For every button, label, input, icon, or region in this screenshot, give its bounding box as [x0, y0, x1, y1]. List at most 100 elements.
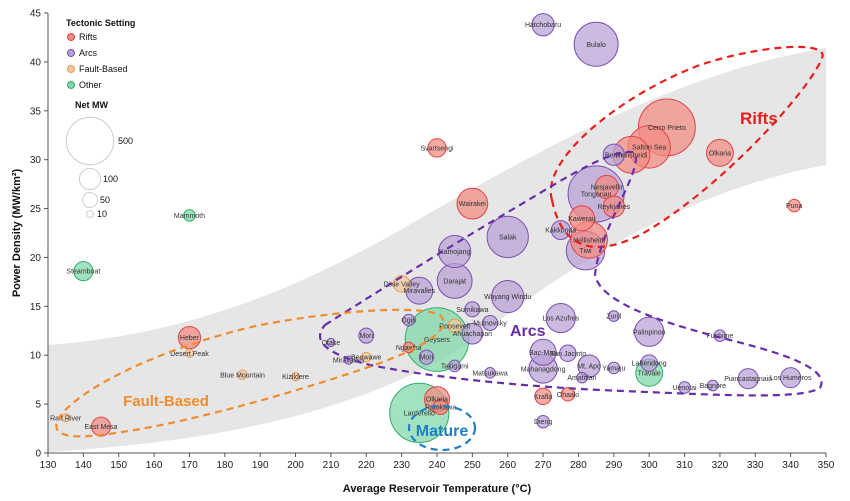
bubble-label: Takigami — [441, 363, 469, 370]
legend-size-label: 10 — [97, 209, 107, 219]
bubble-label: Dixie Valley — [384, 281, 421, 288]
bubble-fault-based — [237, 369, 248, 381]
region-label-mature: Mature — [416, 423, 469, 440]
bubble-fault-based — [361, 351, 372, 363]
x-tick-label: 230 — [393, 460, 410, 471]
legend-size-circle — [78, 167, 102, 191]
x-tick-label: 190 — [252, 460, 269, 471]
legend-item-label: Arcs — [79, 48, 98, 58]
bubble-label: Uenotai — [672, 385, 697, 392]
bubble-label: Krafla — [534, 394, 552, 401]
x-tick-label: 130 — [40, 460, 57, 471]
x-tick-label: 260 — [499, 460, 516, 471]
y-tick-label: 25 — [30, 204, 42, 215]
x-tick-label: 290 — [605, 460, 622, 471]
bubble-label: Berlin — [605, 152, 623, 159]
bubble-label: Salton Sea — [632, 144, 666, 151]
bubble-arcs — [358, 327, 375, 344]
bubble-arcs — [607, 361, 621, 375]
bubble-label: Miravalles — [333, 358, 365, 365]
x-tick-label: 270 — [535, 460, 552, 471]
legend-size-label: 500 — [118, 136, 133, 146]
bubble-label: Hatchobaru — [525, 22, 561, 29]
x-tick-label: 140 — [75, 460, 92, 471]
bubble-label: Los Azufres — [542, 316, 579, 323]
bubble-fault-based — [184, 348, 195, 358]
bubble-label: Travale — [638, 370, 661, 377]
bubble-rifts — [91, 416, 112, 437]
x-tick-label: 310 — [676, 460, 693, 471]
bubble-fault-based — [290, 372, 301, 382]
bubble-fault-based — [447, 318, 462, 334]
legend-size-circle — [82, 192, 98, 208]
bubble-label: Geysers — [424, 337, 451, 344]
region-outline-rifts — [549, 45, 824, 248]
bubble-label: Raft River — [50, 415, 82, 422]
x-tick-label: 240 — [429, 460, 446, 471]
bubble-other — [183, 209, 196, 222]
x-tick-label: 220 — [358, 460, 375, 471]
bubble-arcs — [573, 21, 619, 67]
bubble-label: Olkaria — [426, 397, 448, 404]
bubble-label: Bulalo — [586, 42, 606, 49]
legend-swatch — [67, 81, 75, 89]
bubble-label: Beowawe — [351, 355, 381, 362]
bubble-rifts — [456, 187, 489, 220]
region-outline-mature — [407, 404, 477, 452]
bubble-label: Mt. Apo — [577, 363, 601, 370]
legend-swatch — [67, 49, 75, 57]
legend-size-circle — [65, 116, 115, 166]
region-outline-arcs — [318, 150, 823, 397]
bubble-other — [73, 261, 94, 282]
region-label-arcs: Arcs — [510, 323, 546, 340]
bubble-label: Kawerau — [568, 216, 596, 223]
bubble-arcs — [531, 13, 555, 37]
x-axis-title: Average Reservoir Temperature (°C) — [343, 483, 532, 495]
bubble-label: Hellisheidi — [573, 237, 605, 244]
bubble-arcs — [550, 220, 571, 241]
bubble-label: Miravalles — [404, 288, 436, 295]
bubble-fault-based — [61, 413, 71, 423]
legend-size-title: Net MW — [75, 100, 108, 110]
bubble-label: Mutnovsky — [473, 320, 507, 327]
bubble-label: Heber — [180, 335, 200, 342]
bubble-rifts — [427, 138, 447, 158]
bubble-arcs — [545, 302, 576, 334]
bubble-label: Ohaaki — [557, 392, 580, 399]
bubble-label: Los Humeros — [770, 375, 812, 382]
bubble-arcs — [529, 338, 557, 366]
bubble-arcs — [780, 367, 802, 389]
bubble-arcs — [486, 215, 529, 259]
bubble-label: Kakkonda — [545, 228, 576, 235]
y-tick-label: 35 — [30, 106, 42, 117]
legend-size-circle — [86, 210, 94, 218]
bubble-label: Roosevelt — [439, 323, 470, 330]
y-axis-title: Power Density (MW/km²) — [11, 168, 23, 297]
x-tick-label: 180 — [216, 460, 233, 471]
bubble-label: Reykjanes — [597, 204, 630, 211]
bubble-label: Olkaria — [709, 150, 731, 157]
bubble-label: Puna — [786, 203, 802, 210]
bubble-label: Lahendong — [632, 361, 667, 368]
x-tick-label: 280 — [570, 460, 587, 471]
bubble-label: Ahuachapan — [453, 331, 492, 338]
bubble-label: Ngawha — [396, 345, 422, 352]
bubble-label: Dieng — [534, 419, 552, 426]
bubble-label: Darajat — [443, 278, 466, 285]
bubble-arcs — [418, 349, 435, 365]
legend-size-label: 50 — [100, 195, 110, 205]
bubble-label: Zunil — [606, 314, 622, 321]
bubble-arcs — [326, 337, 336, 348]
x-tick-label: 330 — [747, 460, 764, 471]
bubble-rifts — [560, 387, 576, 402]
bubble-rifts — [568, 205, 596, 232]
bubble-arcs — [577, 354, 601, 378]
x-tick-label: 160 — [146, 460, 163, 471]
y-tick-label: 15 — [30, 302, 42, 313]
y-tick-label: 40 — [30, 57, 42, 68]
bubble-arcs — [448, 359, 461, 373]
bubble-label: Yamaju — [602, 365, 625, 372]
x-tick-label: 300 — [641, 460, 658, 471]
